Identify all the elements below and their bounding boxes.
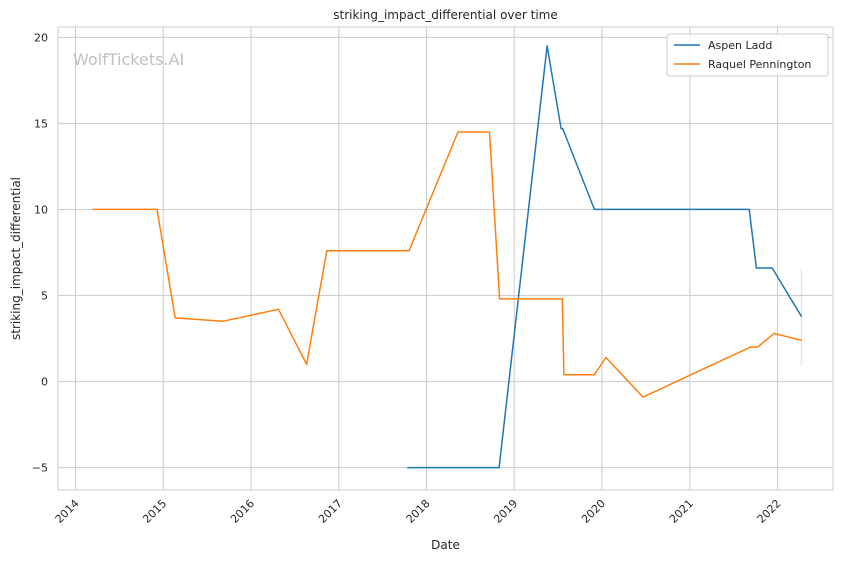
chart-title: striking_impact_differential over time [333, 8, 558, 22]
y-axis-label: striking_impact_differential [9, 177, 23, 340]
y-tick-labels: −5 0 5 10 15 20 [32, 31, 48, 474]
y-tick-label: 20 [34, 31, 48, 44]
legend-label: Raquel Pennington [708, 58, 811, 71]
y-tick-label: 0 [41, 376, 48, 389]
x-axis-label: Date [431, 538, 460, 552]
series-line [92, 131, 803, 398]
watermark-text: WolfTickets.AI [73, 50, 184, 69]
y-tick-label: 10 [34, 203, 48, 216]
legend: Aspen Ladd Raquel Pennington [666, 33, 829, 77]
y-tick-label: −5 [32, 462, 48, 475]
plot-frame [57, 26, 834, 491]
y-tick-label: 15 [34, 117, 48, 130]
legend-box [666, 33, 829, 77]
series-lines [92, 45, 803, 469]
y-tick-label: 5 [41, 290, 48, 303]
series-line [407, 45, 803, 469]
legend-label: Aspen Ladd [708, 39, 772, 52]
